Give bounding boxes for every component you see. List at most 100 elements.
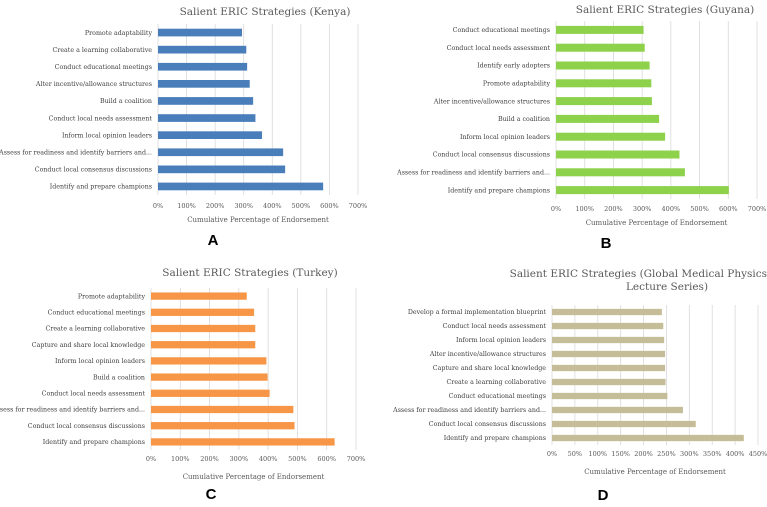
bar: [151, 389, 270, 397]
panel-label: B: [601, 235, 612, 252]
x-tick-label: 300%: [680, 450, 699, 458]
panel-label: C: [206, 486, 217, 503]
x-tick-label: 300%: [234, 202, 253, 210]
bar: [556, 132, 666, 141]
category-label: Build a coalition: [498, 116, 550, 123]
bar: [556, 79, 652, 88]
x-tick-label: 0%: [547, 450, 557, 458]
bar: [556, 114, 660, 123]
category-label: Identify and prepare champions: [50, 184, 152, 191]
x-tick-label: 100%: [171, 455, 190, 463]
bar: [552, 308, 662, 316]
x-tick-label: 400%: [662, 205, 681, 213]
category-label: Inform local opinion leaders: [62, 132, 152, 139]
bar: [151, 405, 294, 414]
x-tick-label: 100%: [177, 202, 196, 210]
x-tick-label: 200%: [200, 455, 219, 463]
chart-title-line2: Lecture Series): [626, 281, 708, 293]
category-label: Identify and prepare champions: [444, 435, 546, 442]
chart-panel-a: Salient ERIC Strategies (Kenya) 0% 100% 200…: [0, 6, 367, 249]
x-tick-label: 0%: [146, 455, 156, 463]
category-label: Conduct local needs assessment: [42, 391, 146, 398]
bar: [158, 165, 286, 174]
bar: [158, 131, 262, 139]
x-tick-label: 600%: [719, 205, 738, 213]
category-label: Conduct educational meetings: [449, 393, 546, 400]
bar: [552, 392, 668, 400]
x-tick-label: 0%: [551, 205, 561, 213]
x-tick-label: 150%: [611, 450, 630, 458]
category-label: Conduct local needs assessment: [49, 115, 153, 122]
x-tick-label: 700%: [748, 205, 767, 213]
bar: [158, 62, 248, 71]
bar: [151, 308, 255, 316]
bar: [158, 28, 242, 37]
x-axis-label: Cumulative Percentage of Endorsement: [187, 216, 329, 224]
x-tick-label: 500%: [288, 455, 307, 463]
chart-panel-b: Salient ERIC Strategies (Guyana) 0% 100% 20…: [396, 4, 766, 252]
x-tick-label: 200%: [604, 205, 623, 213]
category-label: Conduct local needs assessment: [447, 45, 551, 52]
x-axis-label: Cumulative Percentage of Endorsement: [584, 468, 726, 476]
chart-panel-d: Salient ERIC Strategies (Global Medical …: [392, 268, 767, 504]
category-label: Alter incentive/allowance structures: [433, 98, 550, 105]
x-tick-label: 500%: [690, 205, 709, 213]
category-label: Conduct local consensus discussions: [433, 152, 550, 159]
category-label: Capture and share local knowledge: [32, 342, 146, 349]
category-label: Build a coalition: [93, 374, 145, 381]
x-tick-label: 350%: [703, 450, 722, 458]
x-tick-label: 400%: [263, 202, 282, 210]
x-tick-label: 700%: [347, 455, 366, 463]
x-tick-label: 300%: [633, 205, 652, 213]
category-label: Conduct educational meetings: [48, 310, 145, 317]
category-label: Conduct local needs assessment: [443, 323, 547, 330]
category-label: Assess for readiness and identify barrie…: [0, 407, 145, 414]
x-tick-label: 200%: [206, 202, 225, 210]
bar: [552, 434, 744, 442]
category-label: Promote adaptability: [85, 30, 153, 37]
category-label: Conduct local consensus discussions: [35, 167, 152, 174]
category-label: Identify and prepare champions: [43, 439, 145, 446]
bar: [151, 324, 256, 333]
bar: [552, 364, 666, 372]
category-label: Conduct educational meetings: [55, 64, 152, 71]
x-axis-label: Cumulative Percentage of Endorsement: [586, 219, 728, 227]
x-tick-label: 450%: [749, 450, 767, 458]
bar: [556, 43, 645, 52]
panel-label: A: [208, 232, 219, 249]
bar: [151, 373, 268, 381]
bar: [158, 182, 324, 191]
category-label: Conduct educational meetings: [453, 27, 550, 34]
chart-title: Salient ERIC Strategies (Global Medical …: [510, 268, 767, 280]
category-label: Build a coalition: [100, 98, 152, 105]
bar: [151, 292, 247, 300]
bar: [556, 97, 652, 106]
category-label: Capture and share local knowledge: [433, 365, 547, 372]
x-tick-label: 100%: [575, 205, 594, 213]
category-label: Inform local opinion leaders: [456, 337, 546, 344]
bar: [552, 420, 696, 428]
category-label: Promote adaptability: [483, 81, 551, 88]
category-label: Assess for readiness and identify barrie…: [0, 149, 152, 156]
x-tick-label: 600%: [320, 202, 339, 210]
x-tick-label: 300%: [230, 455, 249, 463]
category-label: Create a learning collaborative: [46, 326, 146, 333]
category-label: Inform local opinion leaders: [460, 134, 550, 141]
bar: [151, 422, 295, 430]
chart-title: Salient ERIC Strategies (Guyana): [576, 4, 755, 16]
chart-title: Salient ERIC Strategies (Kenya): [180, 6, 351, 18]
x-tick-label: 500%: [292, 202, 311, 210]
x-tick-label: 200%: [634, 450, 653, 458]
bar: [552, 350, 666, 358]
category-label: Identify and prepare champions: [448, 187, 550, 194]
x-tick-label: 250%: [657, 450, 676, 458]
x-tick-label: 0%: [153, 202, 163, 210]
bar: [552, 336, 665, 344]
category-label: Identify early adopters: [477, 63, 550, 70]
category-label: Conduct local consensus discussions: [28, 423, 145, 430]
x-tick-label: 400%: [726, 450, 745, 458]
category-label: Promote adaptability: [78, 293, 146, 300]
category-label: Assess for readiness and identify barrie…: [392, 407, 546, 414]
x-tick-label: 400%: [259, 455, 278, 463]
